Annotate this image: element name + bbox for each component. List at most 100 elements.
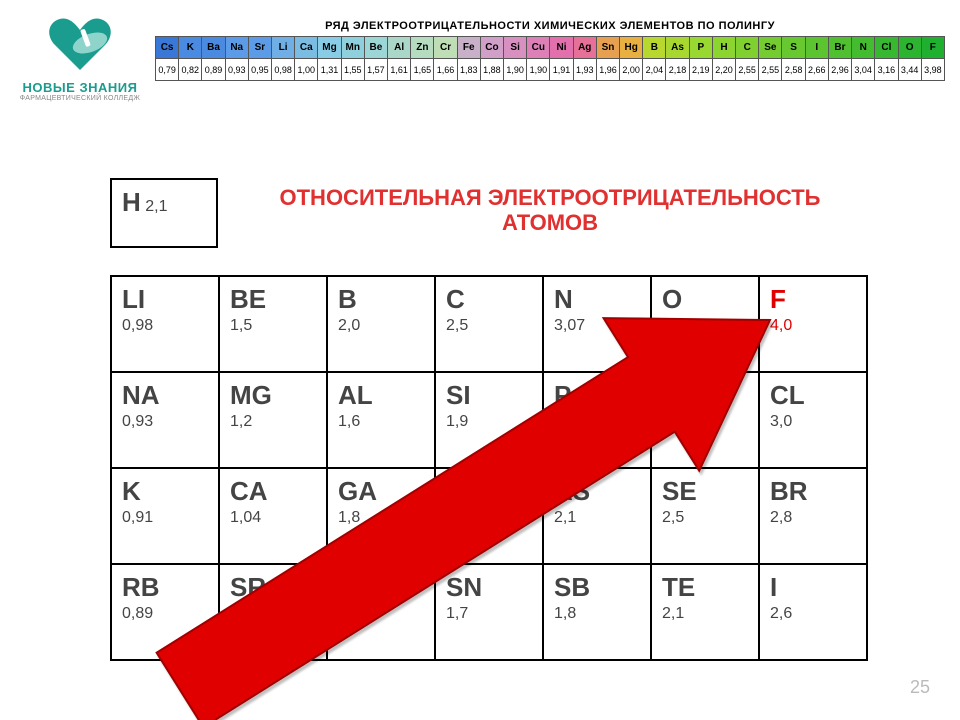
strip-value: 1,90 (527, 59, 550, 81)
strip-title: РЯД ЭЛЕКТРООТРИЦАТЕЛЬНОСТИ ХИМИЧЕСКИХ ЭЛ… (155, 20, 945, 32)
page-number: 25 (910, 677, 930, 698)
strip-element: Sr (248, 37, 271, 59)
strip-element: Br (828, 37, 851, 59)
strip-value: 1,83 (457, 59, 480, 81)
strip-element: F (921, 37, 944, 59)
element-symbol: Na (122, 380, 208, 411)
strip-value: 1,88 (480, 59, 503, 81)
element-cell: Rb0,89 (111, 564, 219, 660)
element-symbol: F (770, 284, 856, 315)
element-value: 2,1 (554, 509, 640, 527)
periodic-table: Li0,98Be1,5B2,0 C 2,5 N 3,07 O 3,5 F 4,0 Na0,93 Mg… (110, 275, 868, 661)
element-cell: S2,6 (651, 372, 759, 468)
element-cell: Cl 3,0 (759, 372, 867, 468)
element-cell: Li0,98 (111, 276, 219, 372)
strip-element: Cu (527, 37, 550, 59)
element-value: 3,07 (554, 317, 640, 335)
strip-value: 0,89 (202, 59, 225, 81)
element-symbol: Ca (230, 476, 316, 507)
element-value: 1,8 (554, 605, 640, 623)
strip-element: S (782, 37, 805, 59)
strip-value: 0,82 (179, 59, 202, 81)
strip-element: P (689, 37, 712, 59)
element-cell: F 4,0 (759, 276, 867, 372)
strip-element: Ba (202, 37, 225, 59)
element-symbol: O (662, 284, 748, 315)
element-cell: Sn1,7 (435, 564, 543, 660)
strip-table: CsKBaNaSrLiCaMgMnBeAlZnCrFeCoSiCuNiAgSnH… (155, 36, 945, 81)
element-cell: Na0,93 (111, 372, 219, 468)
strip-element: Be (364, 37, 387, 59)
strip-value: 1,57 (364, 59, 387, 81)
strip-element: C (736, 37, 759, 59)
element-symbol: Mg (230, 380, 316, 411)
element-symbol: Cl (770, 380, 856, 411)
element-value: 2,6 (662, 413, 748, 431)
element-cell: Ga 1,8 (327, 468, 435, 564)
element-value: 2,1 (145, 198, 167, 215)
element-symbol: Br (770, 476, 856, 507)
strip-value: 1,61 (388, 59, 411, 81)
strip-element: As (666, 37, 689, 59)
strip-value: 1,91 (550, 59, 573, 81)
strip-element: Ni (550, 37, 573, 59)
element-symbol: K (122, 476, 208, 507)
element-symbol: Ga (338, 476, 424, 507)
element-cell: Te2,1 (651, 564, 759, 660)
element-cell: N 3,07 (543, 276, 651, 372)
element-value: 0,89 (122, 605, 208, 623)
strip-element: Hg (620, 37, 643, 59)
element-cell: As 2,1 (543, 468, 651, 564)
logo-line2: ФАРМАЦЕВТИЧЕСКИЙ КОЛЛЕДЖ (15, 95, 145, 102)
element-symbol: In (338, 572, 424, 603)
strip-element: O (898, 37, 921, 59)
strip-element: K (179, 37, 202, 59)
element-symbol: N (554, 284, 640, 315)
strip-element: Si (504, 37, 527, 59)
strip-value: 2,96 (828, 59, 851, 81)
strip-value: 2,19 (689, 59, 712, 81)
strip-value: 2,04 (643, 59, 666, 81)
element-cell: C 2,5 (435, 276, 543, 372)
element-value: 3,5 (662, 317, 748, 335)
logo-line1: НОВЫЕ ЗНАНИЯ (15, 80, 145, 95)
element-symbol: H (122, 187, 141, 217)
strip-value: 0,79 (156, 59, 179, 81)
strip-element: Cs (156, 37, 179, 59)
element-symbol: As (554, 476, 640, 507)
strip-value: 0,98 (272, 59, 295, 81)
element-symbol: Se (662, 476, 748, 507)
element-value: 4,0 (770, 317, 856, 335)
element-symbol: Sr (230, 572, 316, 603)
element-symbol: Li (122, 284, 208, 315)
strip-symbol-row: CsKBaNaSrLiCaMgMnBeAlZnCrFeCoSiCuNiAgSnH… (156, 37, 945, 59)
strip-value: 2,58 (782, 59, 805, 81)
strip-element: Sn (596, 37, 619, 59)
element-symbol: C (446, 284, 532, 315)
element-cell: Be1,5 (219, 276, 327, 372)
element-symbol: Te (662, 572, 748, 603)
element-value: 1,5 (338, 605, 424, 623)
strip-value: 2,55 (736, 59, 759, 81)
element-cell: K0,91 (111, 468, 219, 564)
element-cell: Ge2,0 (435, 468, 543, 564)
element-value: 1,5 (230, 317, 316, 335)
element-cell: Sr0,99 (219, 564, 327, 660)
strip-value: 1,55 (341, 59, 364, 81)
element-cell: B2,0 (327, 276, 435, 372)
element-value: 3,0 (770, 413, 856, 431)
element-value: 2,5 (662, 509, 748, 527)
strip-element: Fe (457, 37, 480, 59)
element-value: 2,5 (446, 317, 532, 335)
element-value: 1,8 (338, 509, 424, 527)
element-value: 1,04 (230, 509, 316, 527)
strip-value: 3,16 (875, 59, 898, 81)
element-value: 1,2 (230, 413, 316, 431)
element-symbol: Ge (446, 476, 532, 507)
strip-element: I (805, 37, 828, 59)
strip-element: Cl (875, 37, 898, 59)
strip-element: Na (225, 37, 248, 59)
element-value: 2,1 (554, 413, 640, 431)
element-cell: Br2,8 (759, 468, 867, 564)
strip-element: Li (272, 37, 295, 59)
